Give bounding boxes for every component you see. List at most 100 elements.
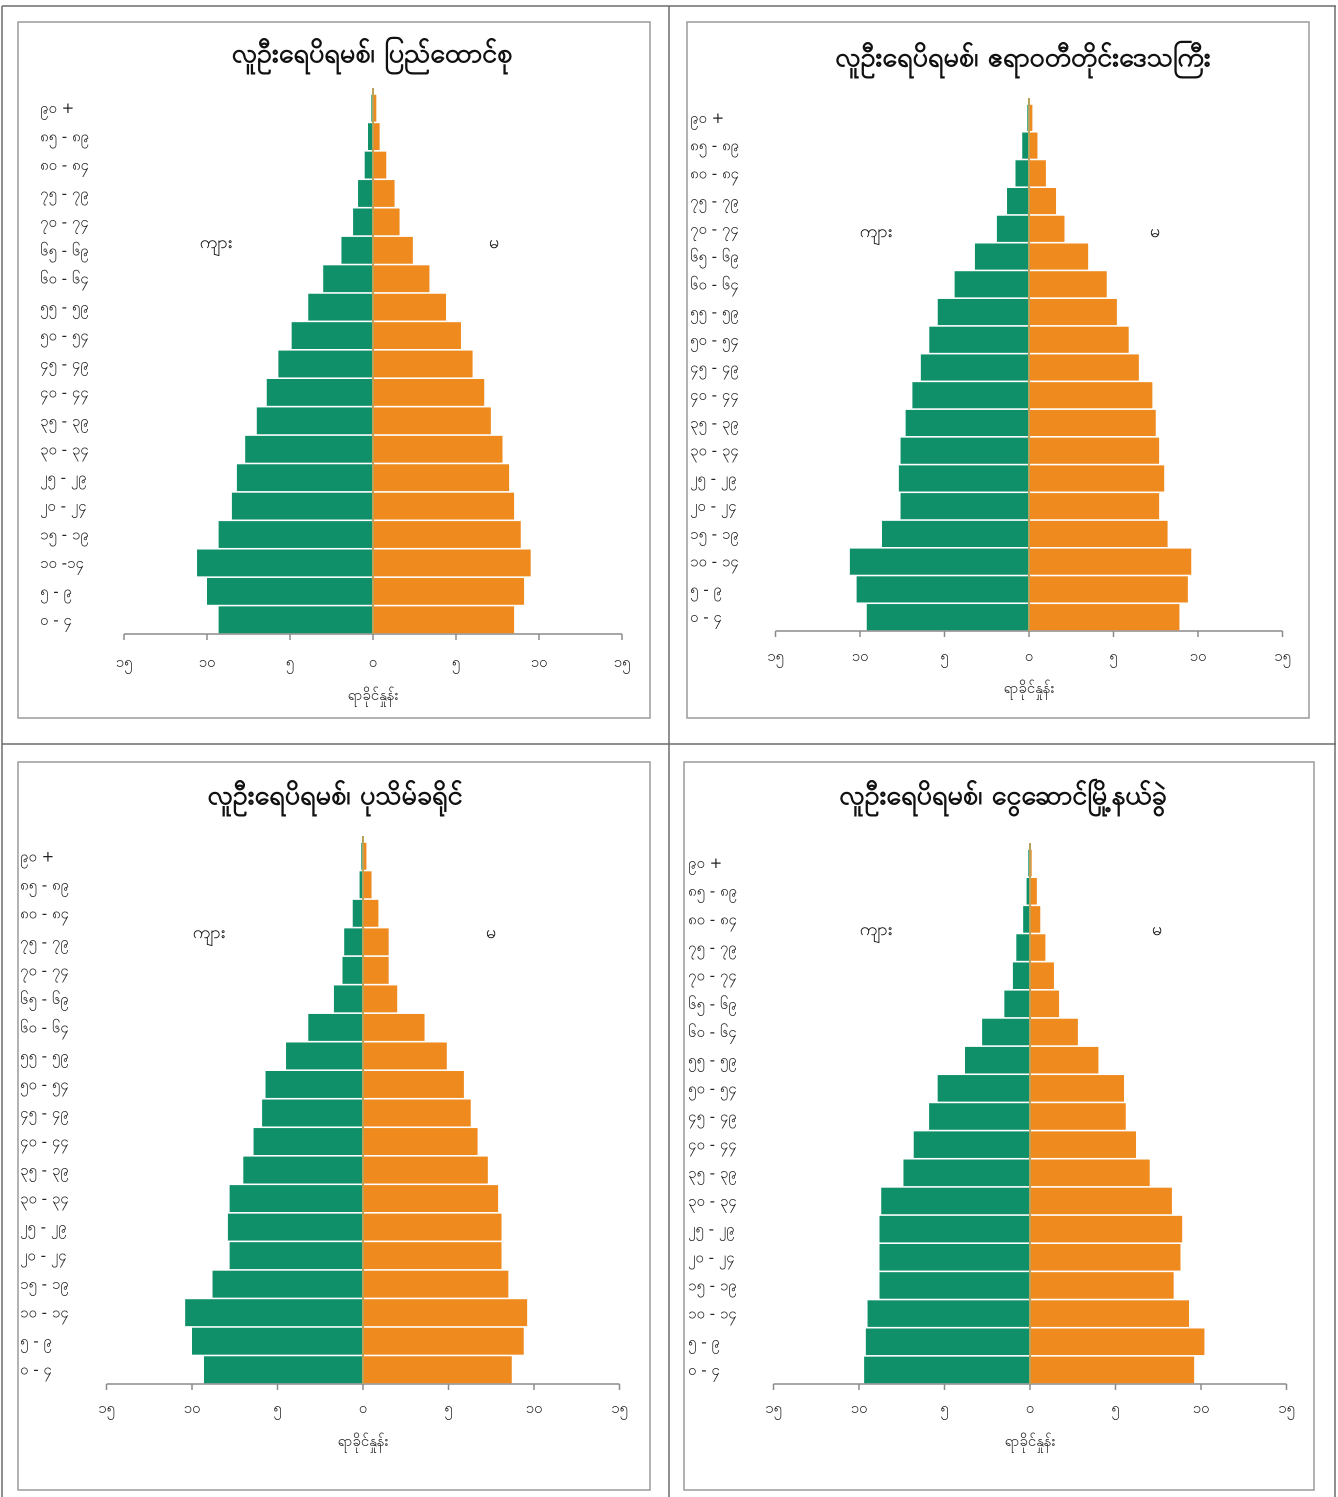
male-bar xyxy=(323,265,373,293)
age-group-label: ၈၅ - ၈၉ xyxy=(688,882,737,903)
male-bar xyxy=(879,1215,1030,1243)
male-bar xyxy=(867,1300,1030,1327)
female-bar xyxy=(373,379,485,406)
age-group-label: ၉၀ + xyxy=(688,854,722,875)
age-group-label: ၇၅ - ၇၉ xyxy=(40,184,89,205)
x-tick-label: ၁၀ xyxy=(851,1399,868,1417)
age-group-label: ၆၅ - ၆၉ xyxy=(40,241,89,262)
female-bar xyxy=(1029,520,1168,547)
female-bar xyxy=(373,322,461,349)
x-tick-label: ၅ xyxy=(940,647,948,668)
age-group-label: ၉၀ + xyxy=(40,99,74,120)
female-bar xyxy=(373,350,473,378)
female-bar xyxy=(1029,576,1188,603)
female-bar xyxy=(373,123,380,151)
female-bar xyxy=(373,265,430,293)
male-bar xyxy=(353,208,373,236)
female-bar xyxy=(1030,1131,1137,1158)
age-group-label: ၇၀ - ၇၄ xyxy=(688,967,737,988)
male-bar xyxy=(856,576,1029,603)
age-group-label: ၃၅ - ၃၉ xyxy=(688,1164,737,1185)
age-group-label: ၃၅ - ၃၉ xyxy=(690,414,739,435)
male-bar xyxy=(881,520,1029,547)
age-group-label: ၅၀ - ၅၄ xyxy=(40,327,89,348)
age-group-label: ၂၀ - ၂၄ xyxy=(40,497,87,518)
male-bar xyxy=(913,1131,1030,1158)
age-group-label: ၅ - ၉ xyxy=(40,582,72,603)
female-bar xyxy=(1030,1046,1099,1074)
male-bar xyxy=(900,437,1029,464)
age-group-label: ၄၀ - ၄၄ xyxy=(20,1133,69,1154)
female-bar xyxy=(373,492,515,520)
male-bar xyxy=(262,1099,363,1127)
x-tick-label: ၅ xyxy=(444,1399,452,1420)
age-group-label: ၁၅ - ၁၉ xyxy=(688,1276,737,1297)
x-tick-label: ၁၅ xyxy=(614,653,631,674)
age-group-label: ၁၀ - ၁၄ xyxy=(688,1305,737,1326)
age-group-label: ၆၀ - ၆၄ xyxy=(688,1023,737,1044)
female-bar xyxy=(1030,1272,1174,1299)
age-group-label: ၈၀ - ၈၄ xyxy=(690,164,739,185)
age-group-label: ၄၀ - ၄၄ xyxy=(690,386,739,407)
x-tick-label: ၀ xyxy=(369,653,377,671)
female-bar xyxy=(1029,548,1192,575)
female-bar xyxy=(1029,271,1107,298)
male-bar xyxy=(954,271,1029,298)
male-bar xyxy=(192,1327,363,1355)
age-group-label: ၄၅ - ၄၉ xyxy=(690,359,739,380)
age-group-label: ၈၀ - ၈၄ xyxy=(20,904,69,925)
male-label: ကျား xyxy=(200,232,232,256)
age-group-label: ၉၀ + xyxy=(20,847,54,868)
male-bar xyxy=(229,1242,363,1270)
female-bar xyxy=(373,293,447,321)
female-bar xyxy=(1029,298,1117,326)
female-bar xyxy=(363,1128,478,1155)
male-bar xyxy=(866,604,1029,631)
x-tick-label: ၅ xyxy=(452,653,460,674)
female-bar xyxy=(1029,326,1129,353)
male-label: ကျား xyxy=(193,922,225,946)
age-group-label: ၄၅ - ၄၉ xyxy=(20,1104,69,1125)
male-label: ကျား xyxy=(860,221,892,245)
female-bar xyxy=(1029,409,1156,437)
x-tick-label: ၁၀ xyxy=(1193,1399,1210,1417)
male-bar xyxy=(881,1187,1030,1215)
age-group-label: ၁၀ - ၁၄ xyxy=(20,1304,69,1325)
age-group-label: ၀ - ၄ xyxy=(690,608,722,629)
population-pyramid-2: လူဦးရေပိရမစ်၊ ဧရာဝတီတိုင်းဒေသကြီး၀ - ၄ ၅ … xyxy=(686,21,1310,719)
male-bar xyxy=(291,322,373,349)
female-bar xyxy=(363,956,389,984)
female-bar xyxy=(373,407,491,435)
male-bar xyxy=(341,236,373,264)
male-bar xyxy=(266,379,373,406)
x-tick-label: ၅ xyxy=(286,653,294,674)
age-group-label: ၀ - ၄ xyxy=(20,1361,52,1382)
age-group-label: ၅ - ၉ xyxy=(20,1332,52,1353)
male-bar xyxy=(278,350,373,378)
male-bar xyxy=(920,354,1029,381)
x-tick-label: ၅ xyxy=(1109,647,1117,668)
age-group-label: ၈၅ - ၈၉ xyxy=(20,876,69,897)
age-group-label: ၆၀ - ၆၄ xyxy=(40,270,89,291)
female-bar xyxy=(363,1270,509,1298)
male-bar xyxy=(898,465,1029,492)
female-bar xyxy=(373,208,400,236)
female-bar xyxy=(373,549,531,577)
x-tick-label: ၁၅ xyxy=(767,647,784,668)
female-bar xyxy=(373,521,521,548)
female-bar xyxy=(1030,1018,1078,1046)
female-bar xyxy=(1030,990,1060,1018)
age-group-label: ၄၀ - ၄၄ xyxy=(688,1136,737,1157)
x-axis-title: ရာခိုင်နှုန်း xyxy=(1004,679,1055,700)
male-bar xyxy=(207,577,373,605)
age-group-label: ၅ - ၉ xyxy=(690,580,722,601)
population-pyramid-1: လူဦးရေပိရမစ်၊ ပြည်ထောင်စု၀ - ၄ ၅ - ၉ ၁၀ -၁… xyxy=(17,21,651,719)
age-group-label: ၃၅ - ၃၉ xyxy=(20,1161,69,1182)
x-tick-label: ၀ xyxy=(1026,1399,1034,1417)
male-bar xyxy=(879,1272,1030,1299)
chart-title: လူဦးရေပိရမစ်၊ ဧရာဝတီတိုင်းဒေသကြီး xyxy=(835,40,1210,79)
male-bar xyxy=(865,1328,1030,1356)
female-bar xyxy=(1030,877,1037,905)
male-bar xyxy=(358,180,373,207)
female-bar xyxy=(373,151,387,179)
